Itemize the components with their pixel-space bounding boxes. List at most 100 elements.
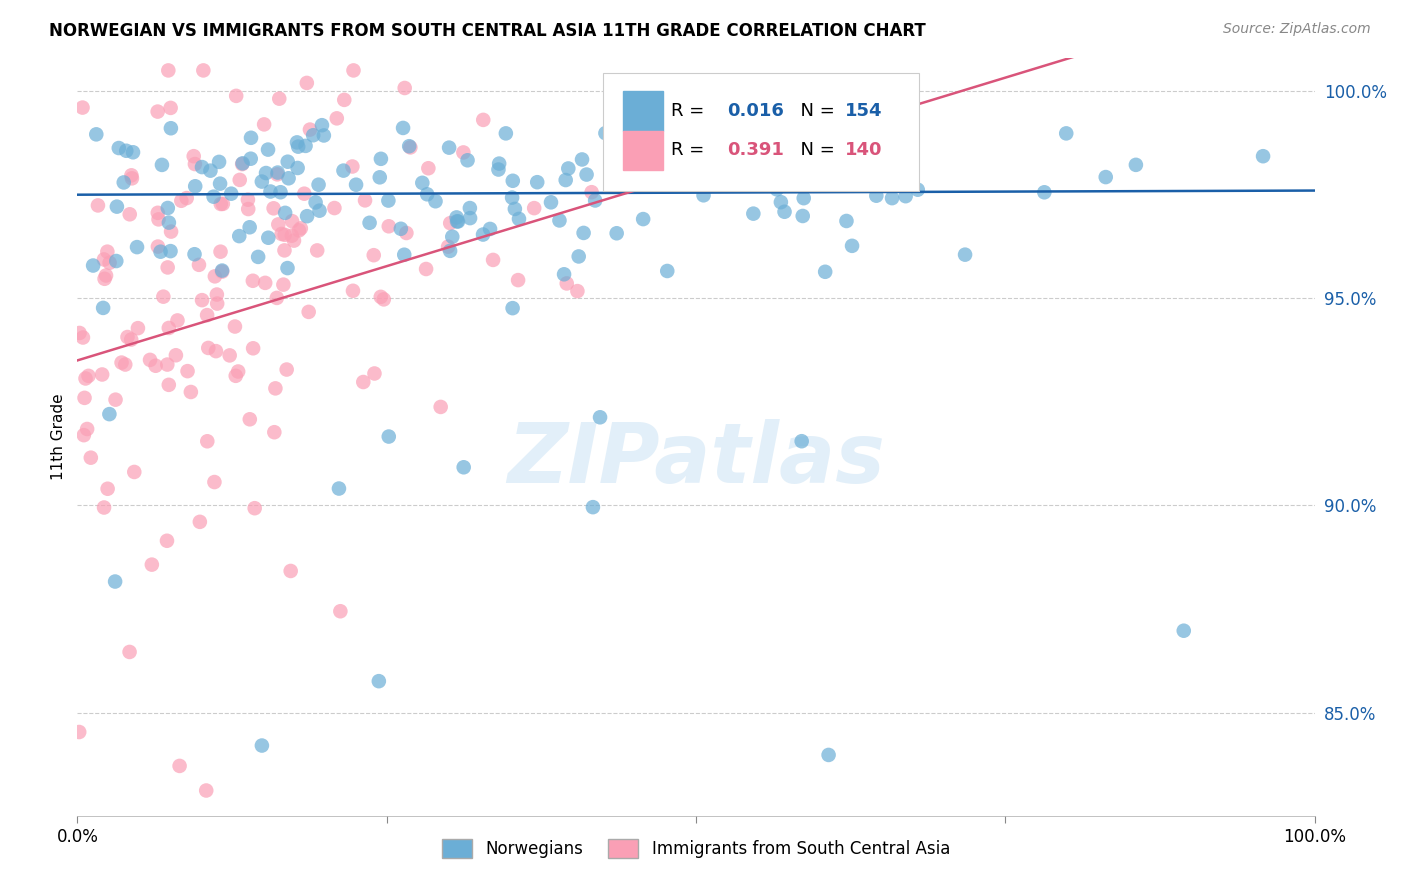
Point (105, 200, 128, 214)
Point (627, 144, 650, 158)
Point (242, 341, 264, 355)
Point (311, 118, 333, 132)
Point (169, 759, 191, 773)
Point (658, 176, 681, 190)
Point (1054, 127, 1077, 141)
Text: Source: ZipAtlas.com: Source: ZipAtlas.com (1223, 22, 1371, 37)
Point (176, 191, 198, 205)
Point (363, 248, 385, 262)
Point (733, 151, 755, 165)
Point (555, 277, 578, 291)
Point (280, 564, 302, 578)
Point (1173, 624, 1195, 638)
Point (239, 152, 262, 166)
Point (180, 384, 202, 399)
Point (479, 222, 502, 236)
Point (377, 194, 399, 208)
Point (114, 358, 136, 372)
Point (228, 229, 250, 244)
Point (253, 117, 276, 131)
Point (553, 268, 575, 282)
Point (441, 229, 464, 244)
Point (270, 186, 292, 200)
Point (127, 321, 149, 335)
Point (225, 368, 247, 383)
Point (307, 244, 329, 258)
Point (501, 191, 523, 205)
Point (191, 293, 214, 307)
Text: R =: R = (671, 142, 710, 160)
Point (211, 263, 233, 277)
FancyBboxPatch shape (623, 91, 662, 131)
Point (793, 191, 815, 205)
Point (259, 185, 281, 199)
Point (488, 162, 510, 177)
Point (458, 211, 481, 226)
Point (121, 171, 143, 186)
Point (742, 207, 765, 221)
Point (141, 558, 163, 572)
Point (87, 198, 110, 212)
Point (159, 101, 181, 115)
Point (274, 206, 297, 220)
Point (200, 163, 222, 178)
Point (98, 407, 121, 421)
Point (683, 176, 706, 190)
Point (817, 747, 839, 762)
Point (488, 156, 510, 170)
Point (342, 63, 364, 78)
Point (238, 202, 260, 216)
Point (229, 173, 252, 187)
Point (458, 201, 481, 215)
Point (557, 161, 579, 176)
Point (98, 256, 121, 270)
Point (104, 392, 127, 407)
Point (540, 195, 562, 210)
Point (352, 375, 374, 389)
Point (378, 219, 401, 234)
Point (183, 149, 205, 163)
Point (159, 244, 181, 259)
Point (208, 154, 231, 169)
Point (281, 228, 304, 243)
Point (370, 152, 392, 166)
Point (953, 247, 976, 261)
Point (240, 130, 263, 145)
Point (73, 391, 96, 405)
Point (703, 88, 725, 103)
Point (91, 301, 114, 315)
Point (139, 352, 162, 367)
Point (211, 197, 233, 211)
Point (204, 475, 226, 489)
Point (429, 400, 451, 414)
Point (104, 574, 127, 589)
Point (661, 143, 683, 157)
Point (120, 169, 142, 183)
Point (841, 239, 863, 253)
Point (453, 460, 475, 475)
Point (76, 422, 98, 436)
Point (67, 725, 90, 739)
Text: N =: N = (789, 142, 841, 160)
Point (548, 213, 571, 227)
Point (96, 244, 118, 259)
Point (264, 381, 287, 395)
Point (394, 248, 416, 262)
Point (93, 252, 115, 267)
Point (453, 145, 475, 160)
Point (146, 206, 169, 220)
Point (288, 223, 311, 237)
Point (773, 204, 796, 219)
Point (270, 227, 292, 241)
Point (769, 195, 792, 210)
Point (439, 244, 461, 258)
Point (122, 145, 145, 160)
Point (373, 293, 395, 307)
Point (209, 197, 232, 211)
Point (457, 153, 479, 168)
Point (506, 273, 529, 287)
Point (202, 190, 225, 204)
Point (188, 515, 211, 529)
Point (706, 153, 728, 167)
Point (581, 185, 603, 199)
